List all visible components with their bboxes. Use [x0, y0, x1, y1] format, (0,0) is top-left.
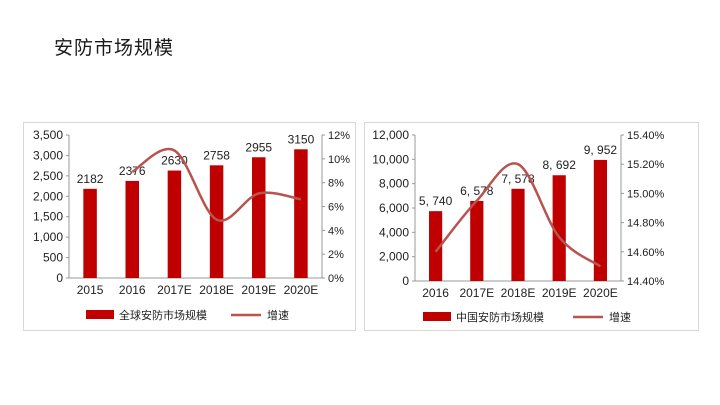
y-tick-label: 3,500 — [33, 128, 63, 142]
y2-tick-label: 2% — [328, 249, 344, 261]
bar — [125, 180, 139, 278]
china-market-chart: 0 2,000 4,000 6,000 8,000 10,000 12,000 14.40% 1… — [372, 128, 665, 324]
growth-line — [434, 162, 602, 268]
data-label: 2955 — [245, 140, 272, 154]
y2-tick-label: 14.80% — [627, 218, 665, 230]
legend-label-bar: 中国安防市场规模 — [456, 310, 544, 324]
x-tick-label: 2015 — [77, 283, 104, 297]
y2-tick-label: 4% — [328, 225, 344, 237]
data-label: 6, 578 — [460, 184, 494, 198]
data-label: 8, 692 — [543, 158, 577, 172]
legend-swatch-bar — [86, 310, 114, 319]
y2-tick-label: 14.40% — [627, 276, 665, 288]
bar — [552, 175, 566, 281]
x-tick-label: 2016 — [422, 286, 449, 300]
legend-swatch-bar — [423, 312, 451, 321]
y2-tick-label: 6% — [328, 202, 344, 214]
bar — [593, 159, 607, 281]
x-tick-label: 2018E — [199, 283, 234, 297]
bar — [429, 211, 443, 281]
x-tick-label: 2020E — [284, 283, 319, 297]
y-tick-label: 1,000 — [33, 230, 63, 244]
legend-label-bar: 全球安防市场规模 — [119, 308, 207, 322]
x-tick-label: 2017E — [459, 286, 494, 300]
x-tick-label: 2018E — [501, 286, 536, 300]
y-tick-label: 2,000 — [379, 250, 409, 264]
y-tick-label: 10,000 — [372, 152, 409, 166]
y-tick-label: 8,000 — [379, 177, 409, 191]
y2-tick-label: 15.40% — [627, 130, 665, 142]
bar — [167, 170, 182, 278]
x-tick-label: 2019E — [542, 286, 577, 300]
y-tick-label: 6,000 — [379, 201, 409, 215]
y-tick-label: 3,000 — [33, 148, 63, 162]
y-tick-label: 0 — [56, 271, 63, 285]
data-label: 5, 740 — [419, 194, 453, 208]
data-label: 3150 — [288, 132, 315, 146]
y-tick-label: 4,000 — [379, 225, 409, 239]
bar — [470, 200, 484, 281]
data-label: 2758 — [203, 148, 230, 162]
y-tick-label: 2,000 — [33, 189, 63, 203]
bar — [294, 149, 308, 278]
bar — [511, 188, 525, 281]
bar — [252, 157, 266, 278]
x-tick-label: 2017E — [157, 283, 192, 297]
y2-tick-label: 14.60% — [627, 247, 665, 259]
y-tick-label: 0 — [402, 274, 409, 288]
data-label: 9, 952 — [584, 143, 618, 157]
y-tick-label: 12,000 — [372, 128, 409, 142]
y2-tick-label: 15.00% — [627, 188, 665, 200]
bar — [209, 165, 224, 278]
y-tick-label: 2,500 — [33, 169, 63, 183]
y2-tick-label: 0% — [328, 273, 344, 285]
china-market-chart-panel: 0 2,000 4,000 6,000 8,000 10,000 12,000 14.40% 1… — [364, 122, 699, 331]
y-tick-label: 1,500 — [33, 210, 63, 224]
y2-tick-label: 8% — [328, 178, 344, 190]
y2-tick-label: 10% — [328, 154, 350, 166]
data-label: 2182 — [77, 172, 104, 186]
y2-tick-label: 15.20% — [627, 159, 665, 171]
y2-tick-label: 12% — [328, 130, 350, 142]
bar — [83, 188, 97, 278]
global-market-chart: 0 500 1,000 1,500 2,000 2,500 3,000 3,500 0% 2% 4%… — [33, 128, 350, 322]
x-tick-label: 2019E — [241, 283, 276, 297]
page-title: 安防市场规模 — [54, 37, 175, 59]
x-tick-label: 2016 — [119, 283, 146, 297]
x-tick-label: 2020E — [583, 286, 618, 300]
growth-line — [131, 147, 302, 222]
y-tick-label: 500 — [43, 251, 63, 265]
legend-label-line: 增速 — [267, 308, 289, 322]
global-market-chart-panel: 0 500 1,000 1,500 2,000 2,500 3,000 3,500 0% 2% 4%… — [23, 122, 356, 331]
legend-label-line: 增速 — [609, 310, 631, 324]
